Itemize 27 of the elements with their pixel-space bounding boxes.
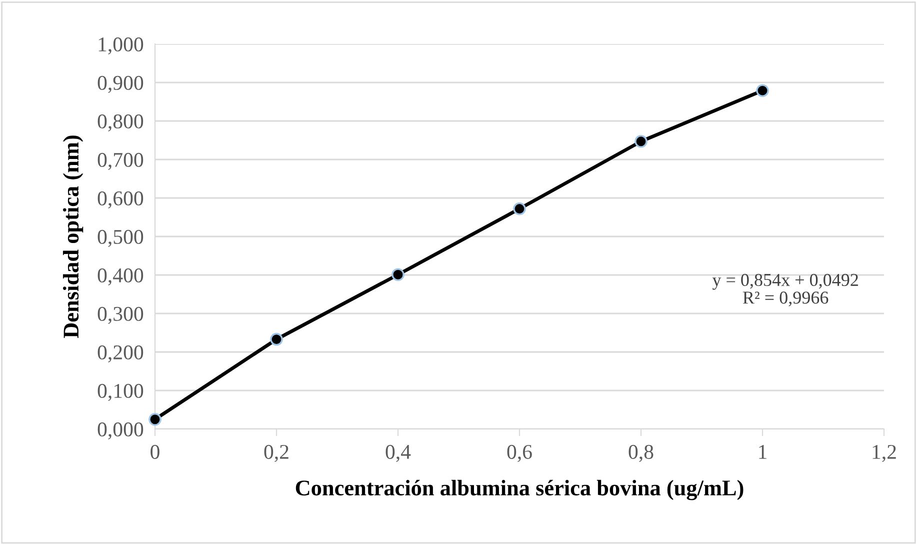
y-tick-label: 0,600: [98, 191, 144, 208]
y-tick-label: 0,200: [98, 345, 144, 362]
point: [148, 412, 162, 426]
x-tick-label: 0,6: [507, 444, 532, 462]
y-axis-title: Densidad optica (nm): [62, 136, 84, 338]
point: [756, 84, 769, 97]
y-tick-label: 0,700: [98, 152, 144, 170]
point: [270, 332, 283, 346]
x-tick-label: 0: [150, 444, 160, 459]
point: [513, 202, 526, 216]
x-tick-label: 1: [759, 444, 766, 459]
y-tick-label: 1,000: [98, 37, 144, 54]
y-tick-label: 0,800: [98, 114, 144, 132]
y-tick-label: 0,900: [98, 76, 144, 93]
y-tick-label: 0,500: [98, 230, 144, 247]
annotation: y = 0,854x + 0,0492 R² = 0,9966: [712, 274, 858, 306]
point: [634, 135, 648, 148]
x-tick-label: 0,2: [264, 444, 288, 462]
y-tick-label: 0,400: [98, 268, 144, 286]
x-tick-label: 0,4: [386, 444, 411, 462]
y-tick-label: 0,000: [98, 422, 144, 440]
x-axis-title: Concentración albumina sérica bovina (ug/mL): [296, 480, 744, 500]
x-tick-label: 0,8: [628, 444, 654, 462]
y-tick-label: 0,100: [98, 384, 144, 401]
point: [392, 268, 404, 282]
y-tick-label: 0,300: [98, 306, 144, 324]
x-tick-label: 1,2: [872, 444, 896, 462]
